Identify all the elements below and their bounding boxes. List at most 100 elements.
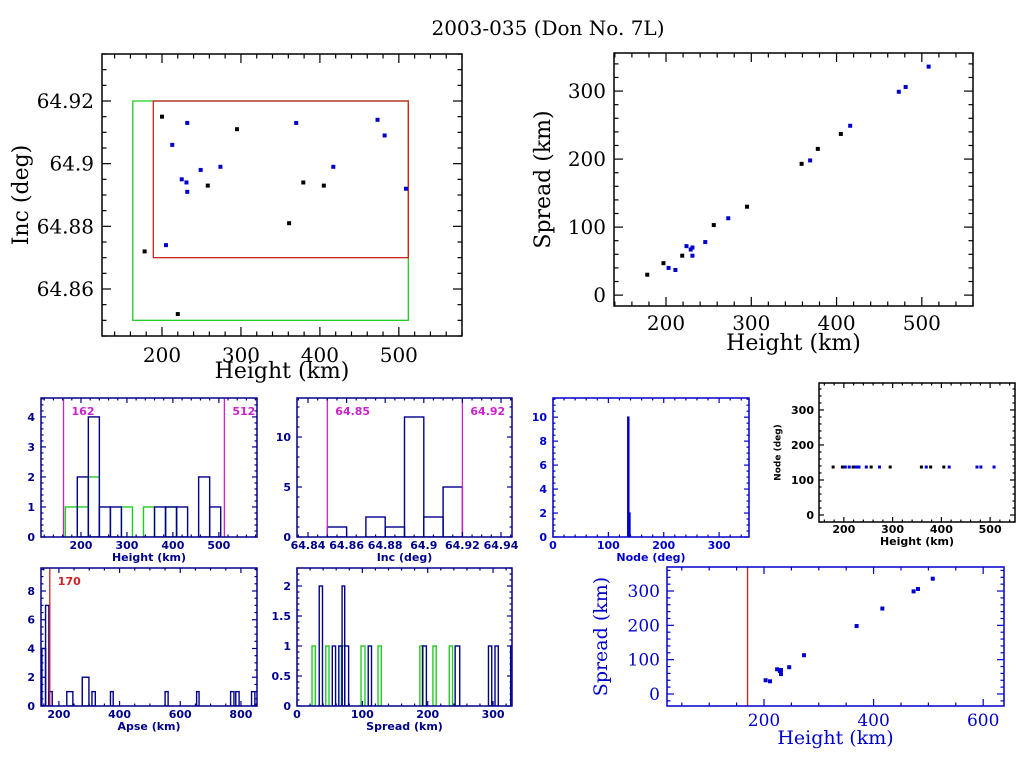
y-tick-label: 8 (539, 435, 547, 448)
histogram-bar (344, 645, 350, 706)
series-blue (666, 64, 931, 272)
data-point (851, 465, 855, 469)
data-point (703, 240, 708, 245)
series-blue (763, 576, 935, 684)
data-point (142, 249, 147, 254)
y-tick-label: 10 (532, 411, 548, 424)
histogram-bar (360, 645, 366, 706)
y-axis-label: Spread (km) (531, 110, 556, 248)
histogram-bar (494, 645, 499, 706)
data-point (185, 120, 190, 125)
data-point (840, 465, 844, 469)
data-point (787, 665, 792, 670)
data-point (847, 465, 851, 469)
data-point (403, 186, 408, 191)
data-point (877, 465, 881, 469)
plot-frame (552, 397, 750, 538)
data-point (185, 189, 190, 194)
histogram-bar (81, 676, 90, 706)
threshold-label: 64.85 (335, 405, 370, 418)
data-point (184, 180, 189, 185)
x-tick-label: 300 (482, 708, 505, 721)
y-tick-label: 0 (806, 509, 814, 522)
data-point (775, 667, 780, 672)
y-tick-label: 1.5 (272, 610, 292, 623)
x-axis-label: Height (km) (880, 535, 954, 548)
data-point (684, 244, 689, 249)
data-point (831, 465, 835, 469)
plot-frame (296, 567, 513, 707)
histogram-bar (87, 476, 101, 537)
x-axis-label: Apse (km) (117, 720, 180, 733)
x-tick-label: 300 (708, 539, 731, 552)
y-tick-label: 200 (628, 616, 660, 636)
data-point (301, 180, 306, 185)
data-point (801, 653, 806, 658)
page-title: 2003-035 (Don No. 7L) (431, 16, 665, 40)
data-point (843, 465, 847, 469)
histogram-bar (48, 690, 53, 706)
x-tick-label: 64.94 (484, 539, 519, 552)
data-point (375, 117, 380, 122)
data-point (666, 265, 671, 270)
data-point (778, 672, 783, 677)
y-tick-label: 3 (27, 441, 35, 454)
panel-apse-hist: 170 200 400 600 800 0 2 4 6 8 Apse (km) (27, 567, 258, 733)
y-tick-label: 64.88 (37, 214, 94, 238)
y-tick-label: 200 (568, 147, 606, 171)
histogram-bar (325, 645, 330, 706)
threshold-label: 170 (58, 575, 81, 588)
x-tick-label: 500 (380, 343, 418, 367)
histogram-bar (64, 506, 79, 537)
data-point (690, 253, 695, 258)
histogram-bar (448, 645, 454, 706)
histogram-blue (326, 416, 464, 537)
x-tick-label: 600 (967, 711, 999, 731)
histogram-bar (377, 645, 383, 706)
data-point (942, 465, 946, 469)
x-axis-label: Node (deg) (616, 551, 685, 564)
histogram-blue (76, 416, 222, 537)
y-tick-label: 200 (791, 439, 814, 452)
data-point (175, 312, 180, 317)
selection-box (152, 100, 409, 259)
y-tick-label: 2 (539, 507, 547, 520)
data-point (688, 247, 693, 252)
x-tick-label: 200 (416, 708, 439, 721)
data-point (854, 624, 859, 629)
data-point (864, 465, 868, 469)
x-axis-label: Spread (km) (366, 720, 443, 733)
x-tick-label: 200 (647, 311, 685, 335)
x-tick-label: 300 (222, 343, 260, 367)
y-tick-label: 0 (539, 531, 547, 544)
threshold-label: 162 (72, 405, 95, 418)
y-tick-label: 0 (27, 700, 35, 713)
plot-frame (613, 52, 974, 307)
threshold-label: 512 (232, 405, 255, 418)
histogram-bar (331, 645, 337, 706)
data-point (205, 183, 210, 188)
x-tick-label: 200 (748, 711, 780, 731)
y-tick-label: 100 (568, 215, 606, 239)
y-tick-label: 5 (283, 481, 291, 494)
y-tick-label: 100 (791, 474, 814, 487)
y-axis-label: Inc (deg) (9, 145, 34, 246)
data-point (287, 221, 292, 226)
y-tick-label: 8 (27, 585, 35, 598)
y-tick-label: 2 (27, 671, 35, 684)
x-tick-label: 400 (857, 711, 889, 731)
histogram-bar (421, 645, 428, 706)
data-point (857, 465, 861, 469)
histogram-bar (423, 516, 444, 537)
histogram-bar (250, 690, 256, 706)
x-axis-label: Height (km) (726, 331, 861, 356)
histogram-bar (153, 506, 167, 537)
histogram-bar (318, 585, 324, 706)
x-tick-label: 300 (881, 523, 904, 536)
x-tick-label: 300 (732, 311, 770, 335)
histogram-bar (87, 416, 101, 537)
data-point (179, 177, 184, 182)
data-point (896, 89, 901, 94)
